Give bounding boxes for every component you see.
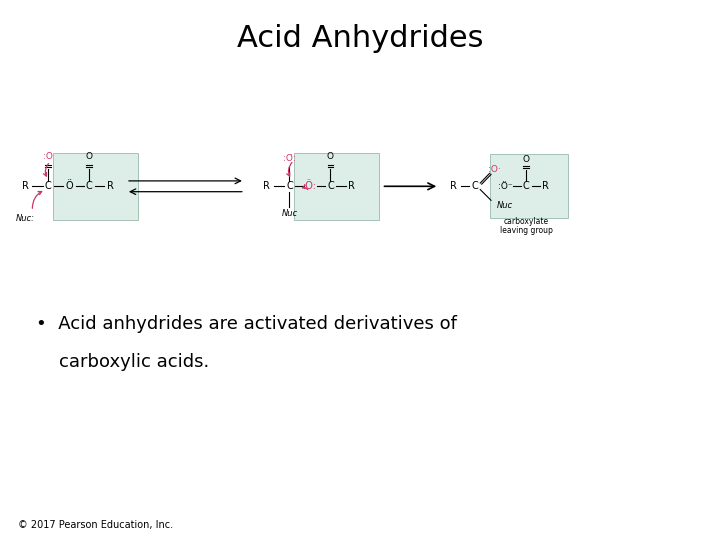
Text: Ö: Ö xyxy=(66,181,73,191)
Text: R: R xyxy=(542,181,549,191)
Text: :O: :O xyxy=(43,152,53,161)
Text: :Ö⁻: :Ö⁻ xyxy=(498,182,513,191)
Text: C: C xyxy=(472,181,479,191)
Text: © 2017 Pearson Education, Inc.: © 2017 Pearson Education, Inc. xyxy=(18,520,173,530)
FancyBboxPatch shape xyxy=(53,153,138,220)
Text: carboxylic acids.: carboxylic acids. xyxy=(36,353,210,371)
Text: Nuc: Nuc xyxy=(282,209,297,218)
Text: Acid Anhydrides: Acid Anhydrides xyxy=(237,24,483,53)
FancyArrowPatch shape xyxy=(32,192,42,208)
Text: R: R xyxy=(22,181,29,191)
FancyArrowPatch shape xyxy=(43,164,48,176)
Text: R: R xyxy=(263,181,270,191)
FancyBboxPatch shape xyxy=(490,154,568,218)
Text: carboxylate: carboxylate xyxy=(504,217,549,226)
Text: :Ö:: :Ö: xyxy=(283,154,296,163)
Text: •  Acid anhydrides are activated derivatives of: • Acid anhydrides are activated derivati… xyxy=(36,315,457,333)
Text: :O·: :O· xyxy=(487,165,500,173)
Text: R: R xyxy=(450,181,457,191)
Text: :Ö:: :Ö: xyxy=(303,181,318,191)
FancyBboxPatch shape xyxy=(294,153,379,220)
FancyArrowPatch shape xyxy=(302,185,308,190)
Text: C: C xyxy=(327,181,334,191)
Text: R: R xyxy=(348,181,355,191)
Text: Nuc: Nuc xyxy=(497,201,513,210)
FancyArrowPatch shape xyxy=(287,163,292,176)
Text: C: C xyxy=(86,181,93,191)
Text: O: O xyxy=(523,155,530,164)
Text: C: C xyxy=(45,181,52,191)
Text: O: O xyxy=(327,152,334,161)
Text: R: R xyxy=(107,181,114,191)
Text: C: C xyxy=(523,181,530,191)
Text: leaving group: leaving group xyxy=(500,226,553,234)
Text: C: C xyxy=(286,181,293,191)
Text: Nuc:: Nuc: xyxy=(16,214,35,223)
Text: O: O xyxy=(86,152,93,161)
